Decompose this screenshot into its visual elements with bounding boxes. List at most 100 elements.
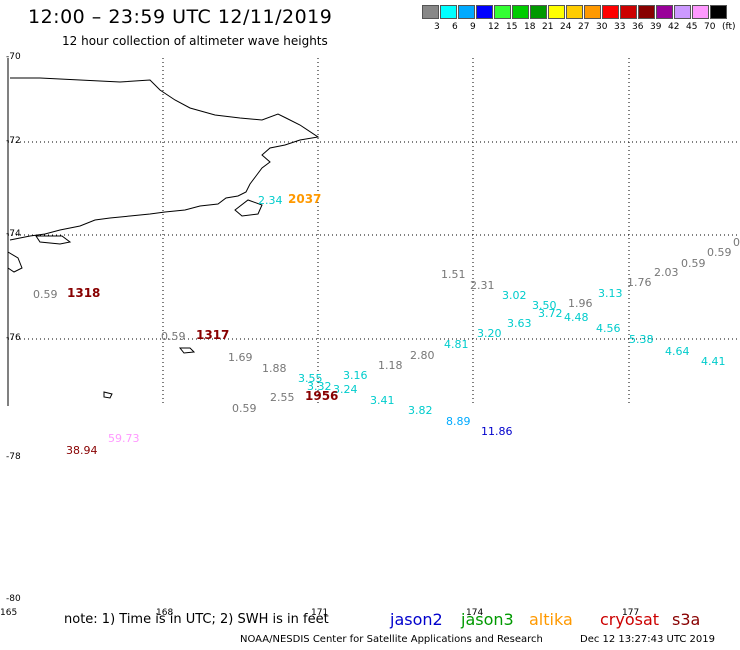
legend-swatch: [512, 5, 529, 19]
legend-swatch: [656, 5, 673, 19]
legend-swatch: [674, 5, 691, 19]
wave-height-label: 2.34: [258, 194, 283, 207]
lat-label: -74: [6, 229, 21, 239]
wave-height-label: 3.72: [538, 307, 563, 320]
pass-time-label: 1318: [67, 286, 101, 300]
wave-height-label: 1.69: [228, 351, 253, 364]
legend-label: 15: [506, 22, 518, 32]
wave-height-label: 2.31: [470, 279, 495, 292]
satellite-label-s3a: s3a: [672, 610, 701, 629]
wave-height-label: 1.88: [262, 362, 287, 375]
island-small: [234, 199, 263, 217]
wave-height-label: 3.20: [477, 327, 502, 340]
map-title: 12:00 – 23:59 UTC 12/11/2019: [28, 6, 333, 28]
legend-label: 6: [452, 22, 458, 32]
legend-label: 27: [578, 22, 590, 32]
satellite-label-jason2: jason2: [390, 610, 443, 629]
lon-label: 165: [0, 608, 18, 618]
legend-label: 3: [434, 22, 440, 32]
island-dot: [103, 391, 113, 399]
legend-label: 21: [542, 22, 554, 32]
lon-label: 177: [622, 608, 640, 618]
legend-label: 18: [524, 22, 536, 32]
pass-time-label: 2037: [288, 192, 322, 206]
wave-height-label: 38.94: [66, 444, 98, 457]
legend-swatch: [710, 5, 727, 19]
legend-swatch: [602, 5, 619, 19]
legend-label: (ft): [722, 22, 736, 32]
legend-label: 12: [488, 22, 500, 32]
legend-swatch: [638, 5, 655, 19]
credit-line: NOAA/NESDIS Center for Satellite Applica…: [240, 634, 543, 645]
legend-label: 9: [470, 22, 476, 32]
legend-label: 70: [704, 22, 716, 32]
wave-height-label: 59.73: [108, 432, 140, 445]
wave-height-label: 5.38: [629, 333, 654, 346]
wave-height-label: 3.02: [502, 289, 527, 302]
footer-note: note: 1) Time is in UTC; 2) SWH is in fe…: [64, 612, 329, 627]
map-subtitle: 12 hour collection of altimeter wave hei…: [62, 34, 328, 48]
legend-swatch: [458, 5, 475, 19]
wave-height-label: 2.80: [410, 349, 435, 362]
legend-label: 39: [650, 22, 662, 32]
legend-label: 33: [614, 22, 626, 32]
color-legend: [422, 5, 728, 19]
legend-swatch: [692, 5, 709, 19]
wave-height-label: 3.13: [598, 287, 623, 300]
pass-time-label: 1956: [305, 389, 339, 403]
lat-label: -72: [6, 136, 21, 146]
wave-height-label: 0.59: [33, 288, 58, 301]
lat-label: -78: [6, 452, 21, 462]
wave-height-label: 3.16: [343, 369, 368, 382]
wave-height-label: 3.55: [298, 372, 323, 385]
legend-swatch: [566, 5, 583, 19]
legend-swatch: [530, 5, 547, 19]
wave-height-label: 0: [733, 236, 740, 249]
wave-height-label: 3.63: [507, 317, 532, 330]
wave-height-label: 3.32: [307, 380, 332, 393]
wave-height-label: 3.82: [408, 404, 433, 417]
wave-height-label: 0.59: [232, 402, 257, 415]
wave-height-label: 0.59: [161, 330, 186, 343]
wave-height-label: 11.86: [481, 425, 513, 438]
wave-height-label: 8.89: [446, 415, 471, 428]
generated-timestamp: Dec 12 13:27:43 UTC 2019: [580, 634, 715, 645]
coast-segment-inlet: [35, 235, 72, 245]
satellite-label-cryosat: cryosat: [600, 610, 660, 629]
legend-swatch: [620, 5, 637, 19]
lat-label: -76: [6, 333, 21, 343]
lon-label: 174: [466, 608, 484, 618]
wave-height-label: 1.51: [441, 268, 466, 281]
lon-label: 168: [156, 608, 174, 618]
wave-height-label: 3.50: [532, 299, 557, 312]
coast-segment-west: [7, 251, 23, 273]
coastline: [7, 77, 320, 399]
legend-swatch: [494, 5, 511, 19]
wave-height-label: 0.59: [707, 246, 732, 259]
wave-height-label: 4.41: [701, 355, 726, 368]
wave-height-label: 4.81: [444, 338, 469, 351]
legend-swatch: [422, 5, 439, 19]
pass-time-label: 1317: [196, 328, 230, 342]
wave-height-label: 4.64: [665, 345, 690, 358]
legend-label: 45: [686, 22, 698, 32]
graticule: [8, 58, 740, 406]
legend-label: 24: [560, 22, 572, 32]
wave-height-label: 1.76: [627, 276, 652, 289]
coast-segment-main: [9, 77, 320, 241]
legend-label: 36: [632, 22, 644, 32]
island-tiny: [178, 347, 196, 354]
wave-height-label: 3.24: [333, 383, 358, 396]
wave-height-label: 3.41: [370, 394, 395, 407]
wave-height-label: 2.03: [654, 266, 679, 279]
legend-labels: 3 6 9 12 15 18 21 24 27 30 33 36 39 42 45 70 (ft): [422, 22, 740, 34]
lon-label: 171: [311, 608, 329, 618]
lat-label: -70: [6, 52, 21, 62]
lat-label: -80: [6, 594, 21, 604]
satellite-label-jason3: jason3: [461, 610, 514, 629]
legend-swatch: [584, 5, 601, 19]
wave-height-label: 4.48: [564, 311, 589, 324]
legend-swatch: [548, 5, 565, 19]
legend-label: 30: [596, 22, 608, 32]
